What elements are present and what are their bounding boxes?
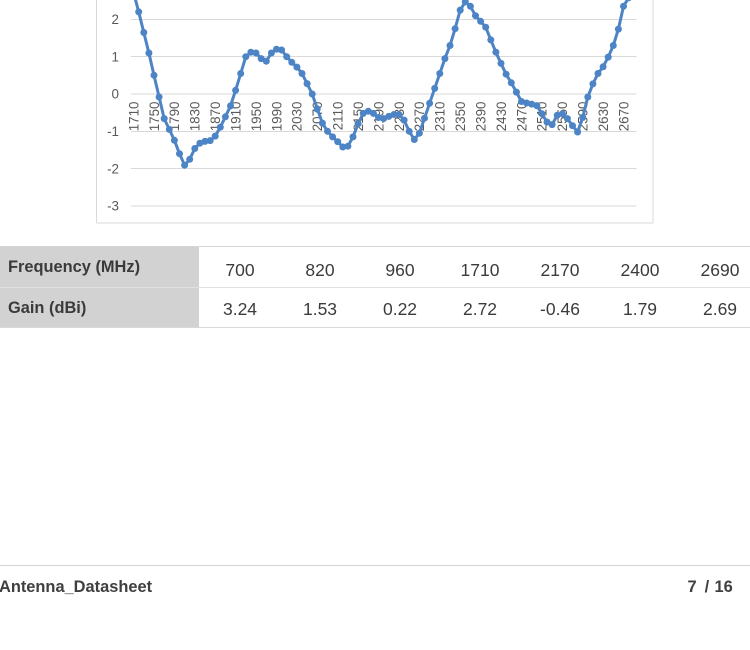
svg-text:0: 0 [112, 87, 119, 102]
svg-text:2030: 2030 [290, 102, 305, 132]
svg-text:2630: 2630 [596, 102, 611, 132]
svg-text:1950: 1950 [249, 102, 264, 132]
svg-text:1710: 1710 [126, 102, 141, 132]
svg-text:-3: -3 [107, 199, 119, 214]
svg-text:1: 1 [112, 49, 119, 64]
svg-text:1830: 1830 [188, 102, 203, 132]
svg-text:2: 2 [112, 12, 119, 27]
svg-text:2350: 2350 [453, 102, 468, 132]
svg-text:2470: 2470 [514, 102, 529, 132]
svg-text:1990: 1990 [269, 102, 284, 132]
svg-text:2430: 2430 [494, 102, 509, 132]
svg-text:2310: 2310 [433, 102, 448, 132]
svg-text:2670: 2670 [616, 102, 631, 132]
svg-text:-2: -2 [107, 161, 119, 176]
svg-text:1750: 1750 [147, 102, 162, 132]
svg-text:-1: -1 [107, 124, 119, 139]
svg-text:1790: 1790 [167, 102, 182, 132]
svg-text:2110: 2110 [331, 102, 346, 131]
svg-text:1870: 1870 [208, 102, 223, 132]
svg-text:2390: 2390 [473, 102, 488, 132]
